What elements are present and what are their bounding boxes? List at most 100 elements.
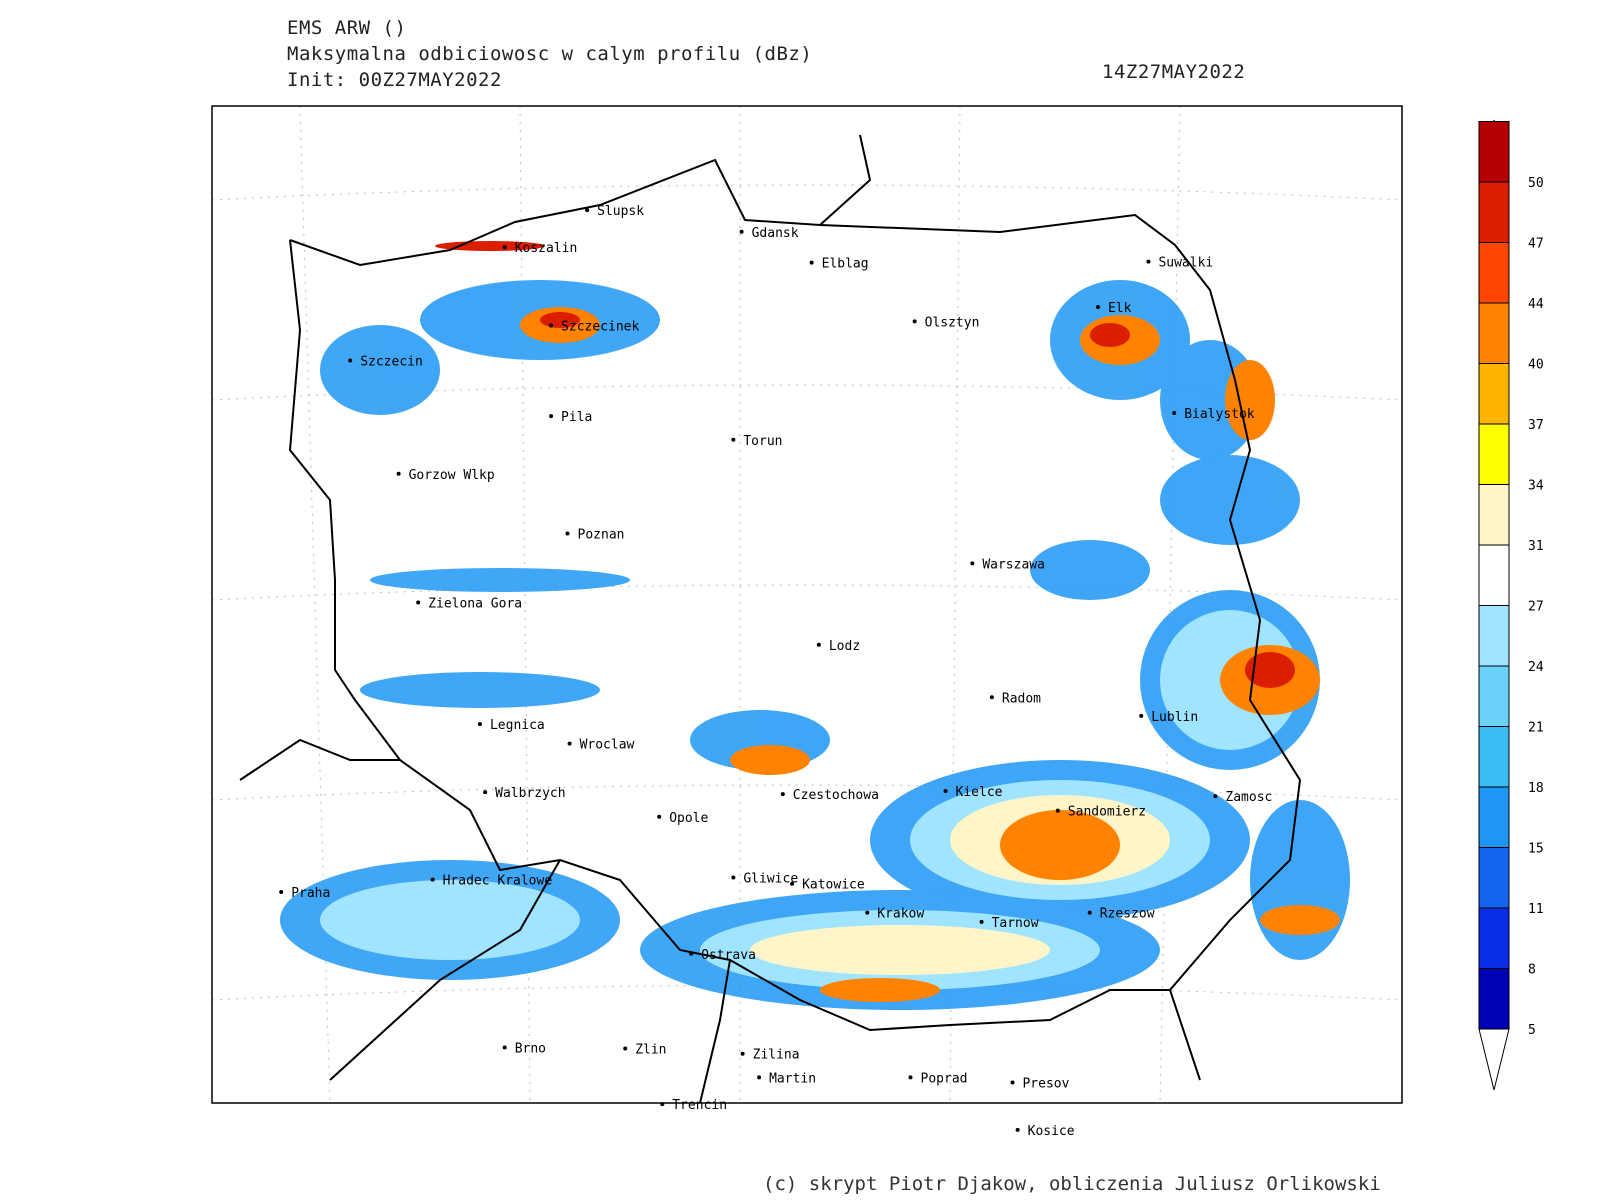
colorbar-label: 40 [1528,358,1544,373]
city-label: Legnica [490,718,545,733]
city-label: Opole [669,811,708,826]
city-label: Trencin [672,1098,727,1113]
city-label: Warszawa [982,557,1045,572]
city-label: Kosice [1028,1124,1075,1139]
city-label: Slupsk [597,204,644,219]
city-marker [816,642,821,647]
city-marker [1055,808,1060,813]
city-marker [970,561,975,566]
colorbar-segment [1478,665,1510,727]
colorbar: 5 8 11 15 18 21 24 27 31 34 37 40 44 47 50 [1478,119,1544,1091]
city-marker [912,319,917,324]
reflectivity-field [280,241,1350,1010]
city-marker [1146,259,1151,264]
city-marker [657,814,662,819]
city-label: Kielce [956,785,1003,800]
city-label: Elk [1108,301,1132,316]
credit: (c) skrypt Piotr Djakow, obliczenia Juli… [763,1173,1381,1195]
city-marker [502,1045,507,1050]
city-label: Szczecin [360,355,423,370]
map-frame [211,105,1403,1104]
colorbar-label: 34 [1528,479,1544,494]
city-marker [483,790,488,795]
city-label: Brno [515,1042,546,1057]
city-label: Gorzow Wlkp [409,468,495,483]
colorbar-segment [1478,968,1510,1030]
colorbar-segment [1478,847,1510,909]
colorbar-segment [1478,605,1510,667]
city-marker [740,1051,745,1056]
colorbar-label: 31 [1528,539,1544,554]
city-label: Gliwice [743,872,798,887]
colorbar-label: 44 [1528,297,1544,312]
city-label: Torun [743,434,782,449]
colorbar-label: 15 [1528,842,1544,857]
city-marker [731,875,736,880]
city-label: Olsztyn [925,315,980,330]
city-label: Szczecinek [561,319,639,334]
city-label: Poprad [921,1071,968,1086]
city-marker [549,323,554,328]
city-labels: Slupsk Gdansk Elblag Suwalki Koszalin Elk Szcz… [279,204,1272,1139]
city-marker [908,1075,913,1080]
city-marker [757,1075,762,1080]
city-label: Suwalki [1158,256,1213,271]
colorbar-segment [1478,544,1510,606]
city-label: Elblag [822,257,869,272]
city-marker [790,881,795,886]
city-label: Poznan [578,528,625,543]
city-marker [565,531,570,536]
colorbar-label: 24 [1528,660,1544,675]
city-label: Presov [1022,1077,1069,1092]
colorbar-label: 37 [1528,418,1544,433]
valid-time: 14Z27MAY2022 [1102,61,1245,83]
city-label: Krakow [877,907,924,922]
city-marker [809,260,814,265]
city-marker [477,722,482,727]
borders [239,134,1302,1103]
city-label: Praha [291,886,330,901]
city-label: Sandomierz [1068,805,1146,820]
city-label: Pila [561,410,592,425]
model-title: EMS ARW () [287,17,406,39]
city-marker [279,889,284,894]
colorbar-label: 8 [1528,963,1536,978]
colorbar-segment [1478,423,1510,485]
city-marker [1213,794,1218,799]
colorbar-segment [1478,121,1510,183]
city-marker [780,792,785,797]
city-marker [979,919,984,924]
city-marker [549,414,554,419]
init-time: Init: 00Z27MAY2022 [287,69,502,91]
city-marker [989,695,994,700]
city-marker [502,245,507,250]
city-marker [865,910,870,915]
city-marker [1139,713,1144,718]
city-marker [943,789,948,794]
city-label: Radom [1002,691,1041,706]
city-label: Wroclaw [580,738,635,753]
colorbar-segment [1478,181,1510,243]
city-label: Ostrava [701,948,756,963]
city-label: Bialystok [1184,407,1255,422]
colorbar-segment [1478,907,1510,969]
city-marker [1087,910,1092,915]
colorbar-under [1478,1028,1510,1091]
city-marker [623,1046,628,1051]
city-label: Gdansk [752,226,799,241]
colorbar-segment [1478,726,1510,788]
colorbar-segment [1478,242,1510,304]
city-marker [689,951,694,956]
city-label: Hradec Kralowe [443,874,553,889]
city-marker [416,600,421,605]
city-label: Koszalin [515,241,578,256]
city-marker [348,358,353,363]
city-marker [567,741,572,746]
colorbar-segment [1478,302,1510,364]
colorbar-label: 50 [1528,176,1544,191]
city-label: Zamosc [1225,790,1272,805]
colorbar-label: 18 [1528,781,1544,796]
city-label: Tarnow [992,916,1039,931]
colorbar-segment [1478,363,1510,425]
city-label: Walbrzych [495,786,565,801]
